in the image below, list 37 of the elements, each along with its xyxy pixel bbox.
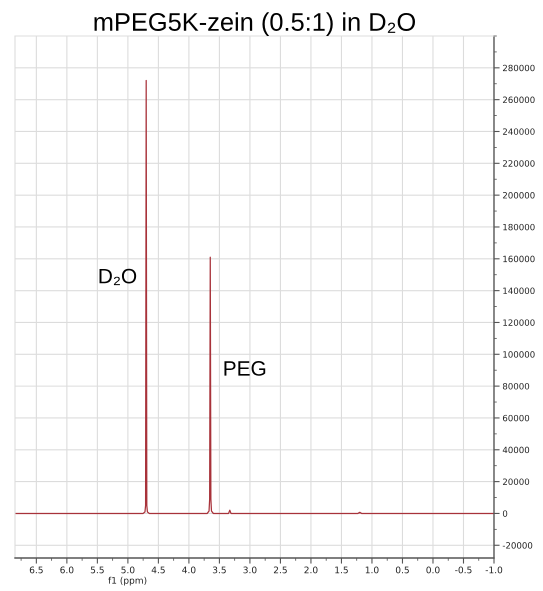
y-tick-label: 240000 — [502, 128, 535, 135]
y-tick-label: 120000 — [503, 319, 535, 326]
y-tick-label: 80000 — [502, 383, 530, 390]
x-tick-label: -0.5 — [455, 566, 472, 574]
x-tick-label: 2.0 — [304, 566, 318, 574]
x-tick-label: 0.0 — [426, 566, 440, 574]
y-tick-label: 260000 — [502, 96, 535, 104]
y-tick-label: 160000 — [503, 256, 535, 262]
y-tick-label: 280000 — [502, 64, 535, 72]
x-tick-label: 3.0 — [243, 566, 257, 574]
x-tick-label: 4.0 — [182, 566, 196, 574]
y-tick-label: 20000 — [502, 478, 530, 486]
y-tick-label: 60000 — [502, 414, 530, 422]
y-tick-label: 200000 — [502, 192, 535, 199]
y-tick-label: 180000 — [503, 224, 535, 230]
x-tick-label: 1.5 — [335, 566, 348, 574]
x-tick-label: 6.5 — [30, 566, 43, 574]
y-tick-label: 0 — [502, 510, 508, 517]
annotation: PEG — [224, 361, 266, 376]
x-tick-label: 3.5 — [212, 566, 226, 574]
x-tick-label: 6.0 — [60, 566, 74, 574]
line-series — [15, 80, 494, 514]
y-tick-label: -20000 — [502, 542, 532, 549]
x-tick-label: -1.0 — [486, 566, 502, 574]
x-tick-label: 5.5 — [90, 566, 104, 574]
x-tick-label: 1.0 — [366, 566, 379, 574]
y-tick-label: 220000 — [502, 160, 535, 167]
x-tick-label: 5.0 — [121, 566, 134, 574]
x-axis-title: f1 (ppm) — [108, 576, 146, 586]
annotation: D₂O — [100, 268, 136, 286]
x-tick-label: 0.5 — [396, 566, 409, 574]
y-tick-label: 100000 — [503, 351, 535, 358]
y-tick-label: 40000 — [502, 446, 530, 454]
x-tick-label: 2.5 — [274, 566, 287, 574]
chart-title: mPEG5K-zein (0.5:1) in D₂O — [94, 12, 416, 36]
y-tick-label: 140000 — [503, 288, 535, 294]
x-tick-label: 4.5 — [152, 566, 165, 574]
